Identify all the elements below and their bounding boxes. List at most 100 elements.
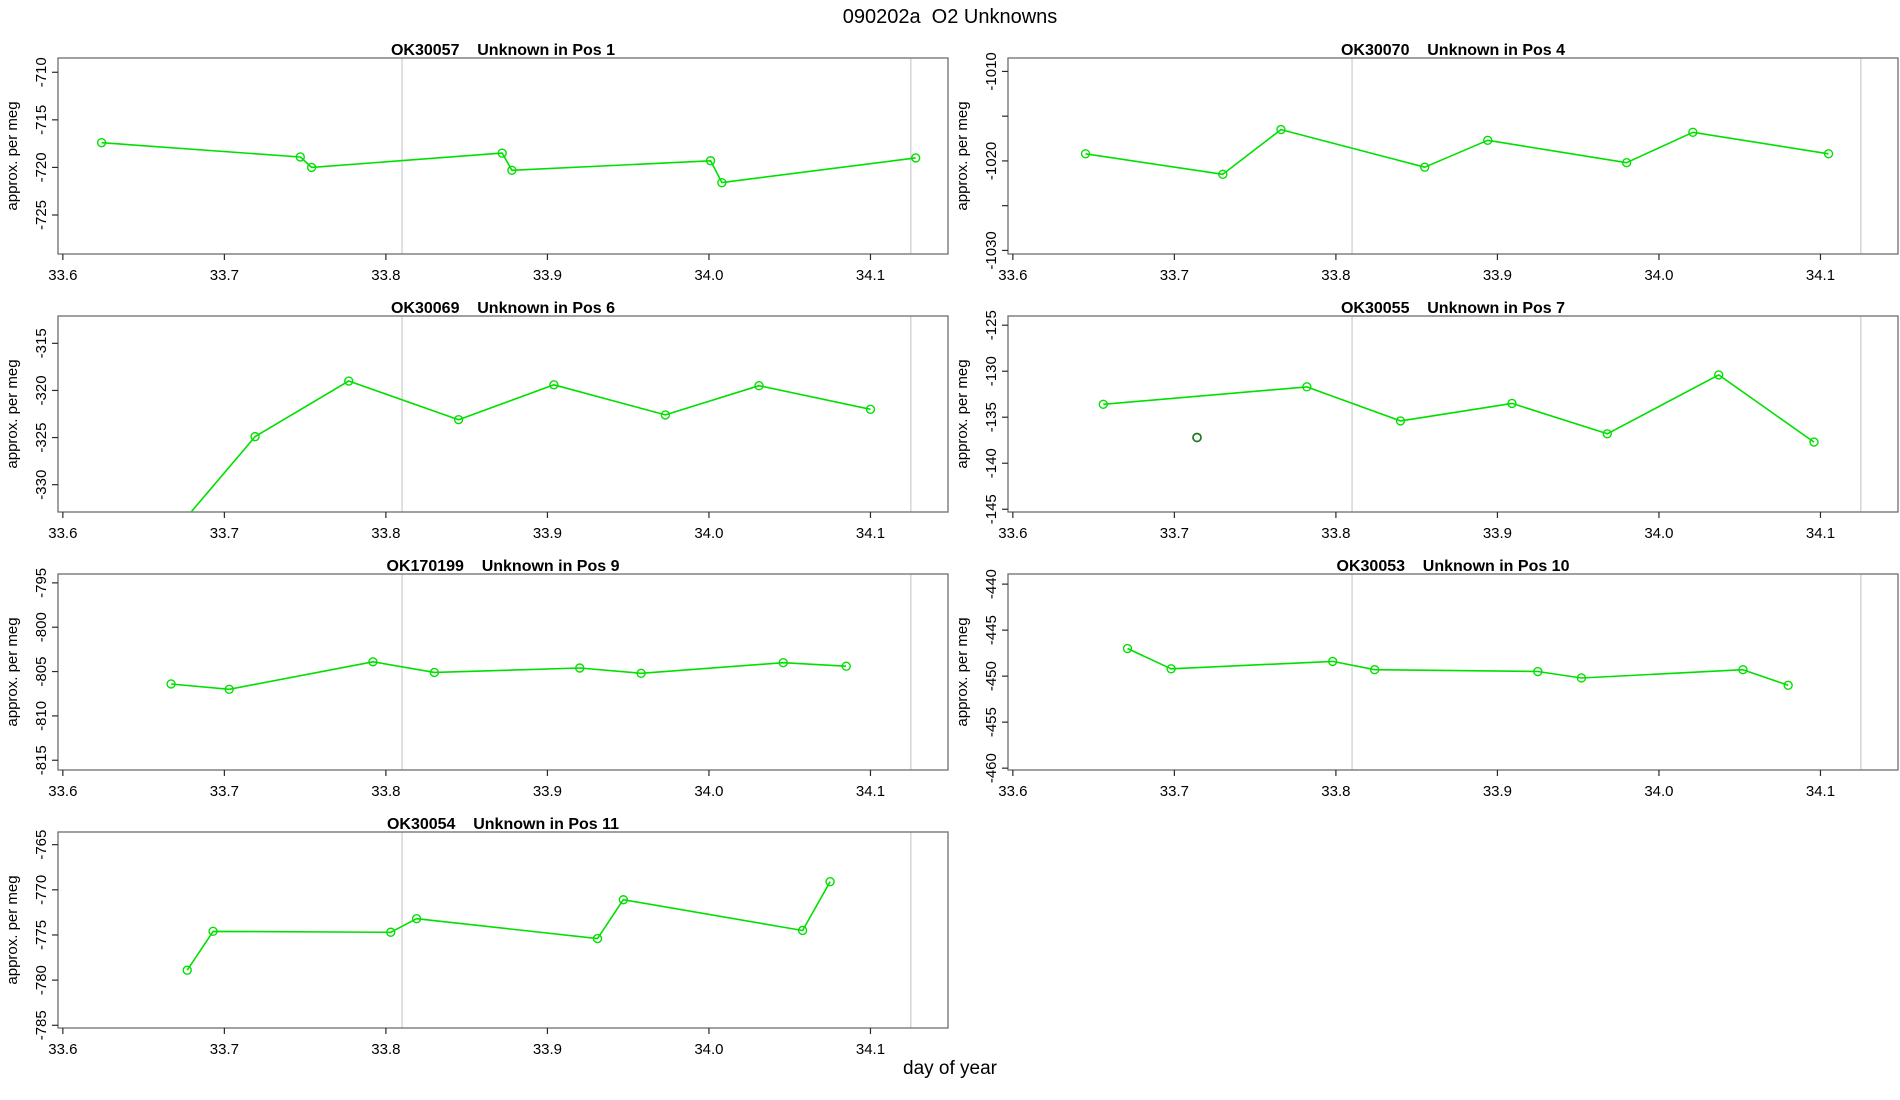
y-tick-label: -320 [33, 375, 50, 405]
data-series [1080, 124, 1834, 180]
plot-box [57, 57, 949, 255]
x-tick-label: 34.0 [694, 525, 723, 542]
y-tick-label: -450 [983, 661, 1000, 691]
data-point-marker [1420, 162, 1430, 172]
data-series [1122, 643, 1793, 691]
data-line [1103, 374, 1815, 443]
data-point-marker [1395, 416, 1406, 426]
x-tick-label: 33.9 [533, 267, 562, 284]
y-tick-label: -805 [33, 657, 50, 687]
y-tick-label: -145 [983, 494, 1000, 524]
y-axis-label: approx. per meg [954, 359, 971, 468]
data-point-marker [575, 663, 585, 673]
chart-panel: 33.6 33.7 33.8 33.9 34.0 34.1 -1010 -1020 -1030 a… [950, 40, 1900, 298]
y-tick-label: -460 [983, 753, 1000, 783]
y-tick-label: -1030 [983, 231, 1000, 269]
data-series [190, 376, 876, 512]
plot-box [1007, 573, 1899, 771]
y-tick-label: -455 [983, 707, 1000, 737]
data-line [171, 661, 847, 691]
x-tick-label: 33.9 [1483, 525, 1512, 542]
y-axis-label: approx. per meg [954, 101, 971, 210]
x-tick-label: 33.6 [48, 267, 77, 284]
panel-svg: 33.6 33.7 33.8 33.9 34.0 34.1 -315 -320 -325 -330… [4, 300, 949, 542]
plot-box [57, 315, 949, 513]
data-point-marker [841, 661, 851, 671]
y-tick-label: -715 [33, 105, 50, 135]
chart-panel: 33.6 33.7 33.8 33.9 34.0 34.1 -315 -320 -325 -330… [0, 298, 950, 556]
y-axis-label: approx. per meg [4, 101, 21, 210]
data-series [166, 657, 851, 694]
plot-box [1007, 315, 1899, 513]
x-tick-label: 33.7 [1160, 525, 1189, 542]
x-tick-label: 33.9 [1483, 267, 1512, 284]
data-point-marker [910, 153, 921, 163]
x-tick-label: 33.9 [1483, 783, 1512, 800]
data-point-marker [778, 657, 788, 668]
data-line [1127, 647, 1789, 687]
x-tick-label: 33.7 [210, 525, 239, 542]
x-tick-label: 33.7 [1160, 267, 1189, 284]
data-point-marker [429, 667, 440, 678]
data-point-marker [1302, 382, 1312, 392]
x-axis-title: day of year [903, 1058, 997, 1079]
panel-title: OK30069 Unknown in Pos 6 [391, 300, 615, 317]
data-point-marker [224, 684, 234, 694]
x-tick-label: 33.7 [210, 1041, 239, 1058]
x-tick-label: 33.6 [48, 1041, 77, 1058]
y-tick-label: -325 [33, 423, 50, 453]
y-tick-label: -815 [33, 745, 50, 775]
data-point-marker [1122, 643, 1133, 654]
data-series [182, 876, 835, 975]
data-point-marker [497, 148, 507, 158]
chart-panel: 33.6 33.7 33.8 33.9 34.0 34.1 -795 -800 -805 -810… [0, 556, 950, 814]
data-point-marker [1688, 127, 1698, 137]
data-point-marker [96, 137, 107, 148]
panel-title: OK30070 Unknown in Pos 4 [1341, 42, 1565, 59]
data-point-marker [386, 927, 396, 937]
y-tick-label: -780 [33, 965, 50, 995]
x-tick-label: 33.6 [48, 783, 77, 800]
y-tick-label: -140 [983, 448, 1000, 478]
y-tick-label: -1020 [983, 142, 1000, 180]
data-point-marker [1080, 149, 1091, 159]
y-tick-label: -125 [983, 310, 1000, 340]
x-tick-label: 34.1 [856, 267, 885, 284]
data-point-marker [1823, 149, 1834, 159]
y-tick-label: -770 [33, 875, 50, 905]
x-tick-label: 34.0 [1644, 525, 1673, 542]
data-point-marker [1369, 664, 1380, 675]
data-point-marker [1714, 370, 1724, 380]
y-tick-label: -785 [33, 1010, 50, 1040]
data-point-marker [618, 895, 629, 905]
x-tick-label: 33.8 [371, 1041, 400, 1058]
x-tick-label: 33.7 [210, 267, 239, 284]
y-tick-label: -800 [33, 612, 50, 642]
x-tick-label: 33.8 [371, 267, 400, 284]
y-tick-label: -1010 [983, 52, 1000, 90]
data-point-marker [592, 933, 603, 944]
data-point-marker [507, 165, 517, 175]
x-tick-label: 33.9 [533, 1041, 562, 1058]
data-point-marker [1276, 124, 1286, 135]
data-point-marker [1738, 664, 1748, 675]
data-point-marker [250, 431, 260, 442]
x-tick-label: 34.0 [694, 267, 723, 284]
y-tick-label: -315 [33, 328, 50, 358]
figure-title: 090202a O2 Unknowns [842, 6, 1058, 28]
data-point-marker [1098, 399, 1108, 410]
data-point-marker [166, 679, 176, 689]
data-point-marker [1621, 158, 1632, 168]
y-axis-label: approx. per meg [954, 617, 971, 726]
data-point-marker [1327, 656, 1338, 667]
panel-svg: 33.6 33.7 33.8 33.9 34.0 34.1 -125 -130 -135 -140… [954, 300, 1899, 542]
data-line [186, 881, 831, 971]
x-tick-label: 33.6 [998, 267, 1027, 284]
x-tick-label: 34.0 [1644, 783, 1673, 800]
x-tick-label: 33.8 [371, 525, 400, 542]
data-point-marker [1809, 437, 1819, 447]
y-tick-label: -725 [33, 200, 50, 230]
data-point-marker [1483, 135, 1493, 146]
y-tick-label: -440 [983, 569, 1000, 599]
